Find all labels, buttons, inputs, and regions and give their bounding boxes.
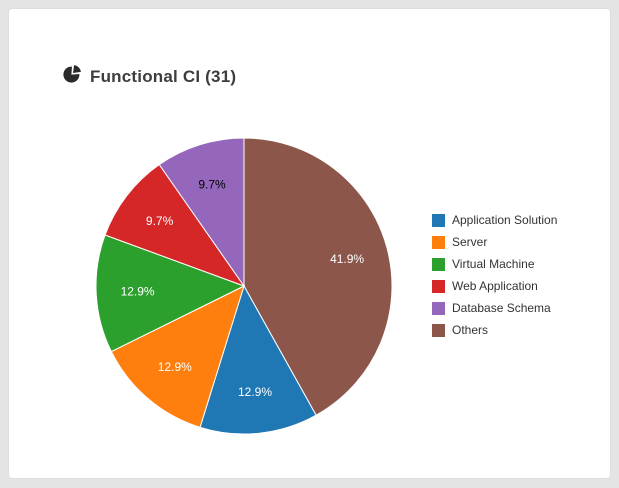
slice-value-label: 12.9% [158,360,192,374]
chart-legend: Application Solution Server Virtual Machin… [432,213,557,345]
legend-item-database-schema[interactable]: Database Schema [432,301,557,315]
legend-swatch [432,235,445,249]
legend-label: Virtual Machine [452,257,535,271]
legend-label: Database Schema [452,301,551,315]
pie-slice-server[interactable] [110,285,245,428]
pie-chart: 41.9% 12.9% 12.9% 12.9% 9.7% 9.7% [95,137,393,435]
legend-swatch [432,257,445,271]
legend-swatch [432,213,445,227]
legend-item-application-solution[interactable]: Application Solution [432,213,557,227]
chart-card: Functional CI (31) 41.9% 12.9% 12.9% 12.9% 9… [8,8,611,479]
legend-label: Web Application [452,279,538,293]
pie-slice-application-solution[interactable] [199,284,317,435]
chart-header: Functional CI (31) [63,65,236,88]
pie-chart-icon [63,65,81,88]
pie-slice-database-schema[interactable] [158,137,245,288]
legend-item-others[interactable]: Others [432,323,557,337]
slice-value-label: 12.9% [121,285,155,299]
legend-item-virtual-machine[interactable]: Virtual Machine [432,257,557,271]
legend-item-server[interactable]: Server [432,235,557,249]
legend-label: Application Solution [452,213,558,227]
legend-swatch [432,301,445,315]
legend-swatch [432,323,445,337]
legend-item-web-application[interactable]: Web Application [432,279,557,293]
legend-swatch [432,279,445,293]
chart-title: Functional CI (31) [90,66,237,86]
slice-value-label: 9.7% [198,177,226,191]
legend-label: Others [452,323,489,337]
slice-value-label: 12.9% [238,385,272,399]
pie-slice-virtual-machine[interactable] [95,234,246,353]
legend-label: Server [452,235,488,249]
pie-slice-others[interactable] [243,137,393,416]
slice-value-label: 41.9% [330,252,364,266]
pie-slice-web-application[interactable] [104,163,246,288]
slice-value-label: 9.7% [146,214,174,228]
